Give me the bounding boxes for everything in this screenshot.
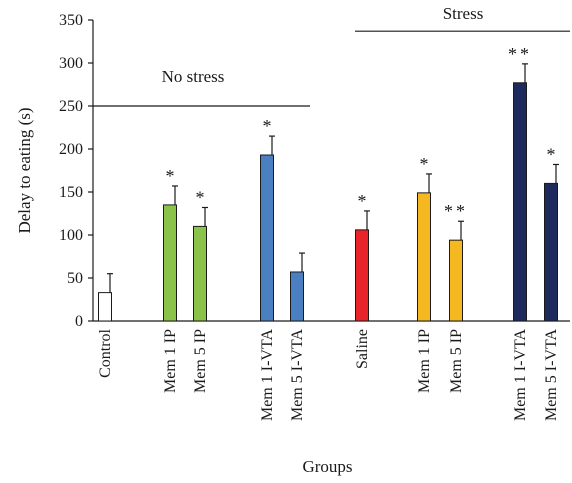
significance-star: * [358,191,367,211]
y-tick-label: 100 [59,227,83,244]
significance-star: * [420,154,429,174]
bars: ********** [98,44,559,322]
significance-star: * [547,144,556,164]
significance-star: ** [444,201,468,221]
x-tick-label: Mem 5 IP [448,329,465,393]
y-axis-label: Delay to eating (s) [15,107,34,233]
no-stress-label: No stress [162,67,225,86]
group-brackets: No stress Stress [93,4,570,107]
y-tick-label: 0 [75,313,83,330]
stress-label: Stress [443,4,484,23]
x-tick-label: Mem 1 I-VTA [259,329,276,421]
x-tick-label: Saline [354,329,371,369]
bar [98,292,112,322]
y-tick-label: 50 [67,270,83,287]
bar [449,239,463,322]
x-tick-labels: Control Mem 1 IP Mem 5 IP Mem 1 I-VTA Mem 5 … [97,328,560,421]
y-ticks: 0 50 100 150 200 250 300 350 [59,12,93,330]
x-tick-label: Mem 1 IP [162,329,179,393]
y-tick-label: 150 [59,184,83,201]
bar [355,229,369,322]
x-tick-label: Mem 5 I-VTA [543,329,560,421]
bar [163,204,177,322]
bar [260,154,274,322]
bar [290,271,304,322]
bar [417,192,431,322]
y-tick-label: 350 [59,12,83,29]
x-tick-label: Mem 1 IP [416,329,433,393]
significance-star: * [263,116,272,136]
bar [544,182,558,322]
significance-star: * [196,187,205,207]
y-tick-label: 300 [59,55,83,72]
x-tick-label: Control [97,328,114,377]
bar [193,225,207,322]
significance-star: ** [508,44,532,64]
bar [513,82,527,322]
significance-star: * [166,166,175,186]
y-tick-label: 200 [59,141,83,158]
x-tick-label: Mem 5 I-VTA [289,329,306,421]
x-tick-label: Mem 5 IP [192,329,209,393]
x-axis-label: Groups [302,457,352,476]
y-tick-label: 250 [59,98,83,115]
x-tick-label: Mem 1 I-VTA [512,329,529,421]
